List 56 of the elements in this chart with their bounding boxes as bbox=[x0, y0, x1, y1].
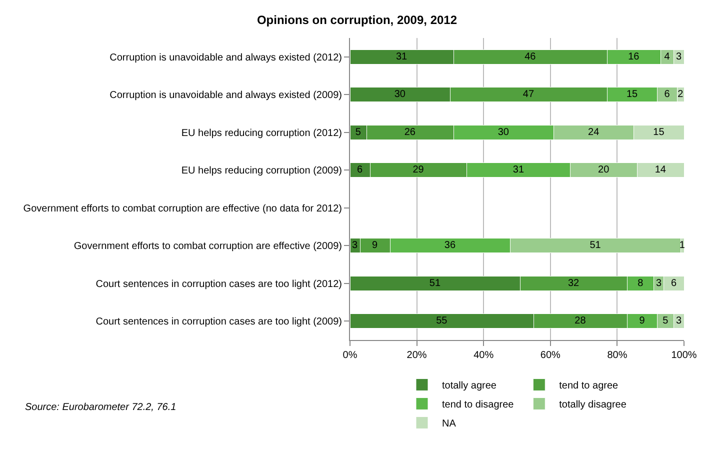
data-label: 3 bbox=[676, 316, 682, 327]
data-label: 15 bbox=[653, 126, 665, 138]
data-label: 36 bbox=[444, 240, 456, 252]
data-label: 8 bbox=[638, 278, 644, 289]
data-label: 20 bbox=[598, 164, 610, 176]
data-label: 5 bbox=[355, 126, 362, 138]
data-label: 31 bbox=[512, 164, 524, 176]
y-tick-label: Government efforts to combat corruption are effective (no data for 2012) bbox=[23, 203, 342, 214]
x-tick-label: 0% bbox=[342, 350, 358, 361]
data-label: 6 bbox=[664, 89, 670, 100]
data-label: 3 bbox=[352, 240, 358, 252]
data-label: 51 bbox=[429, 278, 441, 289]
legend-label: tend to agree bbox=[559, 380, 619, 392]
legend-label: totally disagree bbox=[559, 400, 627, 411]
data-label: 47 bbox=[522, 89, 534, 100]
data-label: 29 bbox=[412, 164, 424, 176]
data-label: 26 bbox=[404, 126, 416, 138]
data-label: 3 bbox=[676, 51, 682, 62]
x-tick-label: 20% bbox=[406, 350, 427, 361]
data-label: 24 bbox=[588, 126, 600, 138]
y-tick-label: EU helps reducing corruption (2009) bbox=[181, 166, 342, 177]
data-label: 28 bbox=[574, 316, 586, 327]
data-label: 5 bbox=[662, 316, 669, 327]
data-label: 30 bbox=[498, 126, 510, 138]
data-label: 31 bbox=[396, 51, 408, 62]
data-label: 9 bbox=[372, 240, 378, 252]
x-tick-label: 100% bbox=[671, 350, 697, 361]
data-label: 32 bbox=[568, 278, 580, 289]
data-label: 2 bbox=[678, 89, 684, 100]
data-label: 1 bbox=[679, 240, 686, 252]
data-label: 6 bbox=[670, 278, 677, 289]
x-tick-label: 40% bbox=[474, 350, 494, 361]
legend-label: NA bbox=[442, 418, 456, 430]
y-tick-label: Corruption is unavoidable and always existed (2012) bbox=[110, 52, 342, 64]
x-tick-label: 60% bbox=[540, 350, 561, 361]
data-label: 30 bbox=[394, 89, 406, 100]
y-tick-label: Government efforts to combat corruption are effective (2009) bbox=[74, 241, 342, 252]
data-label: 3 bbox=[656, 278, 662, 289]
y-tick-label: Court sentences in corruption cases are too light (2012) bbox=[96, 278, 342, 290]
y-tick-label: Court sentences in corruption cases are too light (2009) bbox=[96, 316, 342, 328]
data-label: 51 bbox=[590, 240, 602, 252]
y-tick-label: EU helps reducing corruption (2012) bbox=[181, 128, 342, 139]
data-label: 6 bbox=[357, 164, 364, 176]
chart-title: Opinions on corruption, 2009, 2012 bbox=[256, 13, 458, 28]
data-label: 14 bbox=[654, 164, 666, 176]
data-label: 16 bbox=[628, 51, 640, 62]
data-label: 15 bbox=[626, 89, 638, 100]
source-note: Source: Eurobarometer 72.2, 76.1 bbox=[25, 402, 176, 413]
x-tick-label: 80% bbox=[607, 350, 628, 361]
y-tick-label: Corruption is unavoidable and always existed (2009) bbox=[110, 90, 342, 102]
legend-label: totally agree bbox=[442, 380, 497, 392]
data-label: 46 bbox=[524, 51, 536, 62]
data-label: 55 bbox=[436, 316, 448, 327]
data-label: 4 bbox=[664, 51, 670, 62]
data-label: 9 bbox=[639, 316, 646, 327]
legend-label: tend to disagree bbox=[442, 400, 514, 411]
